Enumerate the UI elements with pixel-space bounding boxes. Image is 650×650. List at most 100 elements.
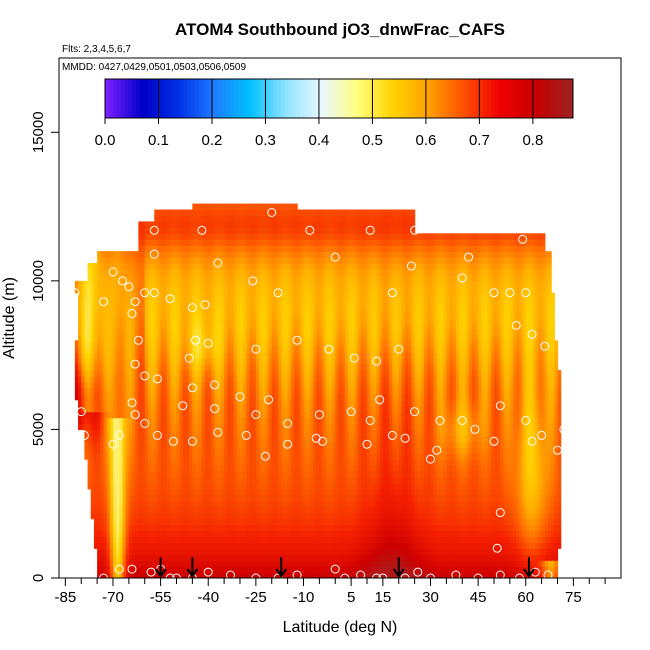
heatmap-cell — [303, 494, 308, 502]
heatmap-cell — [246, 471, 251, 478]
heatmap-cell — [436, 512, 441, 520]
heatmap-cell — [281, 536, 286, 543]
heatmap-cell — [341, 435, 346, 442]
heatmap-cell — [236, 429, 241, 436]
heatmap-cell — [411, 566, 416, 573]
heatmap-cell — [166, 411, 171, 419]
heatmap-cell — [363, 500, 368, 508]
heatmap-cell — [325, 381, 330, 389]
heatmap-cell — [239, 459, 244, 466]
heatmap-cell — [217, 542, 222, 549]
heatmap-cell — [357, 530, 362, 537]
heatmap-cell — [116, 429, 120, 436]
heatmap-cell — [81, 405, 86, 413]
heatmap-cell — [405, 453, 409, 460]
heatmap-cell — [363, 536, 368, 543]
heatmap-cell — [551, 518, 555, 526]
heatmap-cell — [551, 441, 555, 448]
heatmap-cell — [128, 381, 133, 389]
heatmap-cell — [87, 423, 92, 431]
heatmap-cell — [84, 447, 89, 454]
heatmap-cell — [306, 399, 311, 407]
heatmap-cell — [471, 572, 476, 578]
heatmap-cell — [379, 387, 384, 395]
heatmap-cell — [509, 566, 514, 573]
heatmap-cell — [328, 482, 333, 490]
heatmap-cell — [493, 471, 498, 478]
heatmap-cell — [214, 471, 219, 478]
heatmap-cell — [478, 488, 482, 496]
heatmap-cell — [322, 435, 327, 442]
heatmap-cell — [271, 566, 276, 573]
heatmap-cell — [452, 423, 457, 431]
heatmap-cell — [306, 387, 311, 395]
heatmap-cell — [535, 566, 540, 573]
heatmap-cell — [309, 488, 314, 496]
heatmap-cell — [170, 447, 174, 454]
heatmap-cell — [325, 560, 330, 567]
heatmap-cell — [455, 542, 460, 549]
heatmap-cell — [284, 459, 289, 466]
heatmap-cell — [151, 506, 155, 514]
heatmap-cell — [363, 530, 368, 537]
heatmap-cell — [151, 435, 155, 442]
heatmap-cell — [265, 417, 270, 425]
heatmap-cell — [497, 488, 501, 496]
heatmap-cell — [189, 524, 193, 532]
heatmap-cell — [459, 542, 463, 549]
heatmap-cell — [516, 417, 520, 425]
heatmap-cell — [551, 482, 555, 490]
heatmap-cell — [233, 429, 238, 436]
heatmap-cell — [93, 429, 98, 436]
heatmap-cell — [109, 447, 114, 454]
heatmap-cell — [547, 459, 552, 466]
heatmap-cell — [300, 399, 305, 407]
heatmap-cell — [90, 453, 95, 460]
heatmap-cell — [313, 393, 317, 401]
heatmap-cell — [535, 506, 540, 514]
heatmap-cell — [503, 423, 508, 431]
heatmap-cell — [319, 465, 324, 472]
heatmap-cell — [370, 423, 374, 431]
heatmap-cell — [300, 494, 305, 502]
heatmap-cell — [224, 518, 228, 526]
heatmap-cell — [214, 500, 219, 508]
heatmap-cell — [138, 429, 143, 436]
heatmap-cell — [132, 548, 136, 555]
heatmap-cell — [335, 417, 340, 425]
heatmap-cell — [382, 476, 387, 484]
heatmap-cell — [103, 476, 108, 484]
heatmap-cell — [170, 387, 174, 395]
heatmap-cell — [474, 423, 479, 431]
heatmap-cell — [281, 482, 286, 490]
heatmap-cell — [487, 548, 492, 555]
heatmap-cell — [547, 399, 552, 407]
heatmap-cell — [455, 518, 460, 526]
heatmap-cell — [516, 524, 520, 532]
heatmap-cell — [195, 375, 200, 383]
heatmap-cell — [427, 417, 432, 425]
heatmap-cell — [249, 476, 254, 484]
heatmap-cell — [186, 393, 190, 401]
heatmap-cell — [287, 435, 292, 442]
heatmap-cell — [100, 554, 105, 561]
heatmap-cell — [290, 542, 295, 549]
heatmap-cell — [160, 453, 165, 460]
heatmap-cell — [236, 560, 241, 567]
heatmap-cell — [487, 500, 492, 508]
heatmap-cell — [109, 393, 114, 401]
heatmap-cell — [268, 482, 273, 490]
heatmap-cell — [97, 429, 101, 436]
heatmap-cell — [239, 476, 244, 484]
heatmap-cell — [198, 554, 203, 561]
heatmap-cell — [493, 399, 498, 407]
heatmap-cell — [392, 554, 397, 561]
heatmap-cell — [227, 441, 232, 448]
heatmap-cell — [338, 488, 343, 496]
heatmap-cell — [81, 387, 86, 395]
heatmap-cell — [163, 518, 168, 526]
heatmap-cell — [319, 387, 324, 395]
heatmap-cell — [151, 381, 155, 389]
heatmap-cell — [449, 429, 454, 436]
heatmap-cell — [547, 488, 552, 496]
